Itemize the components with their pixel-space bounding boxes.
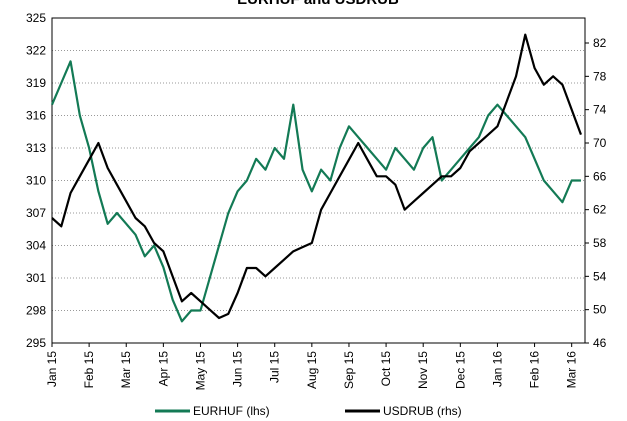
x-tick-label: Jul 15 bbox=[268, 351, 282, 383]
legend-label: USDRUB (rhs) bbox=[383, 404, 462, 418]
y-tick-label: 316 bbox=[26, 109, 46, 123]
y2-tick-label: 70 bbox=[593, 136, 607, 150]
series-line bbox=[51, 33, 582, 320]
x-tick-label: Aug 15 bbox=[305, 351, 319, 389]
y2-tick-label: 78 bbox=[593, 69, 607, 83]
plot-frame bbox=[51, 17, 586, 344]
y2-tick-label: 66 bbox=[593, 169, 607, 183]
y-tick-label: 295 bbox=[26, 336, 46, 350]
y2-tick-label: 82 bbox=[593, 36, 607, 50]
x-tick-label: Nov 15 bbox=[416, 351, 430, 389]
y-tick-label: 298 bbox=[26, 304, 46, 318]
y2-tick-label: 62 bbox=[593, 203, 607, 217]
y2-tick-label: 46 bbox=[593, 336, 607, 350]
y-tick-label: 325 bbox=[26, 11, 46, 25]
y-tick-label: 304 bbox=[26, 239, 46, 253]
y2-tick-label: 50 bbox=[593, 303, 607, 317]
x-tick-label: Jan 15 bbox=[45, 351, 59, 387]
y-tick-label: 307 bbox=[26, 206, 46, 220]
y2-tick-label: 58 bbox=[593, 236, 607, 250]
x-tick-label: Jan 16 bbox=[490, 351, 504, 387]
x-tick-label: May 15 bbox=[193, 351, 207, 391]
y-tick-label: 319 bbox=[26, 76, 46, 90]
series-line bbox=[50, 60, 581, 323]
x-tick-label: Jun 15 bbox=[231, 351, 245, 387]
x-tick-label: Apr 15 bbox=[156, 351, 170, 387]
x-tick-label: Dec 15 bbox=[453, 351, 467, 389]
x-tick-label: Oct 15 bbox=[379, 351, 393, 387]
x-tick-label: Mar 16 bbox=[565, 351, 579, 389]
y2-tick-label: 54 bbox=[593, 269, 607, 283]
y-tick-label: 310 bbox=[26, 174, 46, 188]
x-tick-label: Sep 15 bbox=[342, 351, 356, 389]
x-tick-label: Feb 15 bbox=[82, 351, 96, 389]
x-tick-label: Mar 15 bbox=[119, 351, 133, 389]
y2-tick-label: 74 bbox=[593, 103, 607, 117]
x-tick-label: Feb 16 bbox=[528, 351, 542, 389]
chart-title: EURHUF and USDRUB bbox=[237, 0, 399, 8]
y-tick-label: 313 bbox=[26, 141, 46, 155]
legend-label: EURHUF (lhs) bbox=[193, 404, 270, 418]
y-tick-label: 322 bbox=[26, 44, 46, 58]
y-tick-label: 301 bbox=[26, 271, 46, 285]
